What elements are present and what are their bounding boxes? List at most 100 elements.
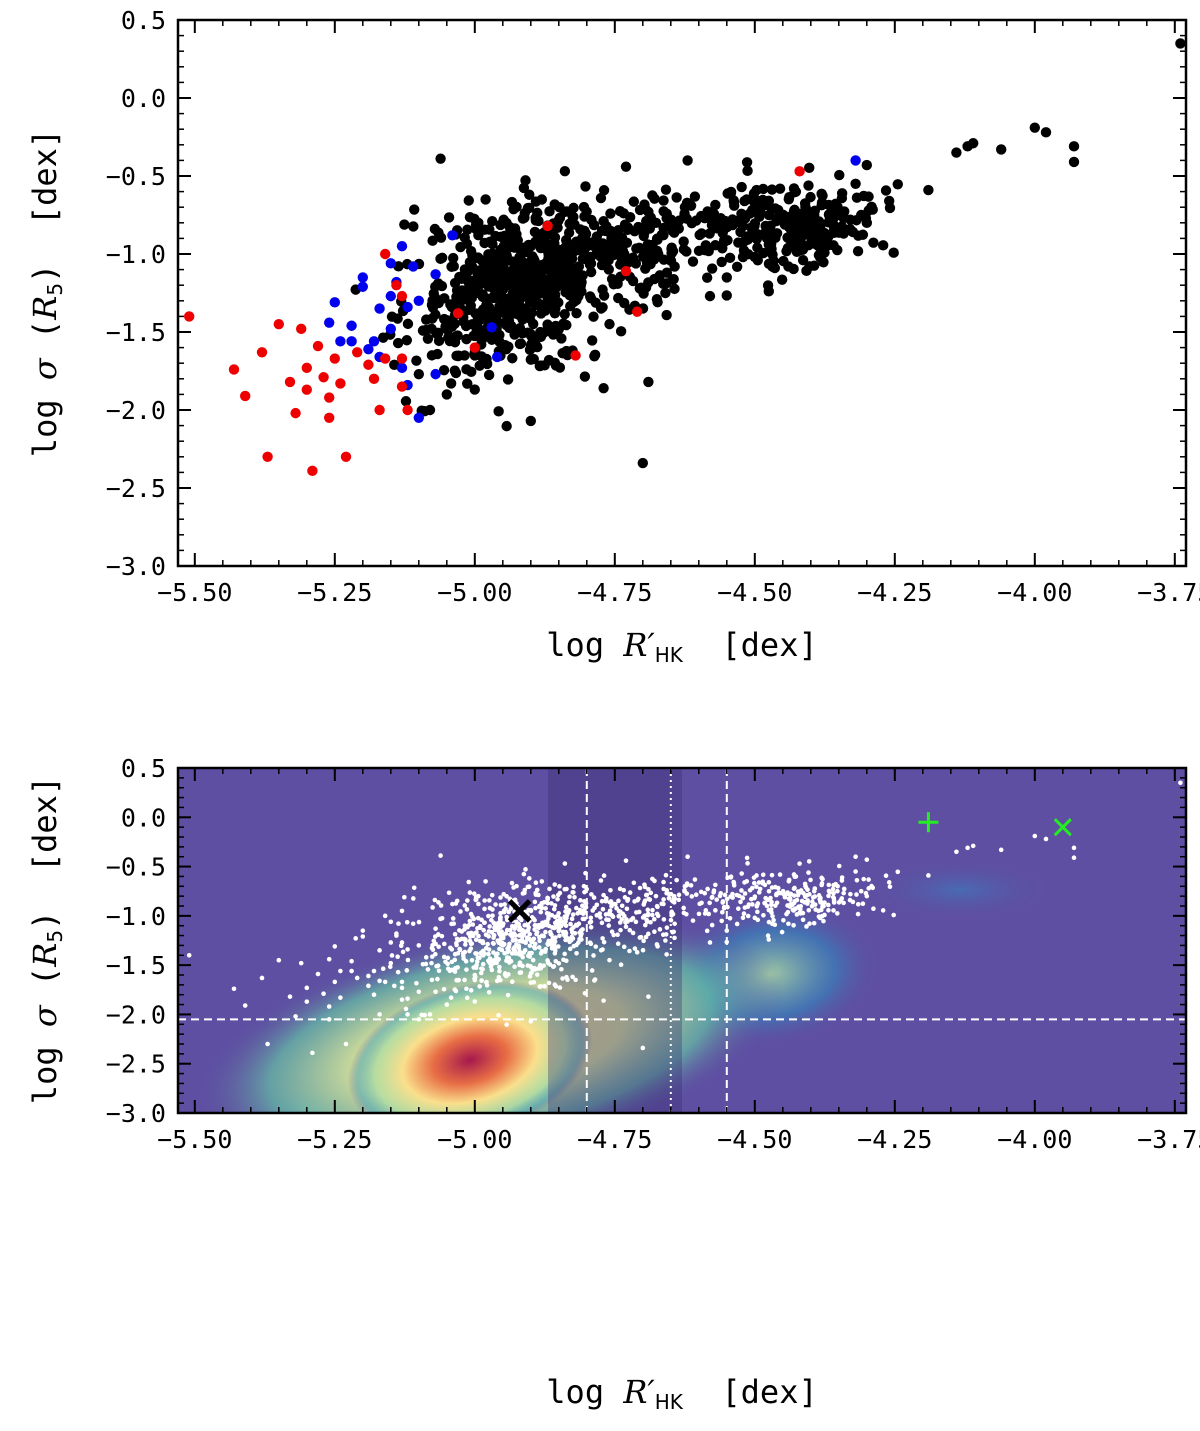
black-point: [739, 195, 750, 207]
density-point: [669, 913, 674, 918]
density-point: [779, 929, 785, 935]
density-point: [653, 893, 659, 899]
black-point: [661, 309, 672, 321]
black-point: [500, 343, 511, 354]
green-x-marker: [1053, 818, 1072, 837]
density-point: [485, 941, 490, 947]
density-point: [353, 936, 358, 941]
black-point: [514, 338, 526, 350]
density-point: [543, 946, 549, 952]
density-point: [507, 960, 512, 965]
density-point: [498, 910, 503, 916]
density-point: [448, 995, 454, 1000]
density-point: [704, 928, 710, 934]
density-point: [798, 906, 803, 912]
x-tick-label: −3.75: [1137, 1125, 1200, 1154]
density-point: [450, 916, 456, 921]
black-point: [743, 230, 755, 242]
density-point: [713, 908, 718, 913]
black-point: [578, 201, 590, 213]
black-point: [794, 244, 805, 255]
density-point: [642, 898, 648, 903]
black-point: [392, 337, 404, 349]
density-point: [555, 944, 561, 949]
black-point: [486, 334, 498, 345]
density-point: [589, 968, 595, 973]
black-point: [641, 215, 652, 227]
density-point: [751, 880, 757, 886]
x-tick-label: −4.50: [717, 578, 792, 607]
density-point: [812, 886, 818, 891]
black-point: [463, 195, 474, 206]
black-point: [638, 288, 649, 299]
black-point: [600, 225, 612, 237]
density-point: [505, 992, 511, 998]
density-point: [526, 876, 532, 881]
density-point: [571, 943, 577, 949]
black-point: [717, 243, 728, 254]
density-point: [452, 987, 458, 992]
black-point: [861, 159, 872, 171]
density-point: [522, 939, 527, 945]
black-point: [401, 335, 413, 346]
density-point: [411, 896, 416, 901]
density-point: [567, 946, 573, 952]
density-point: [826, 882, 832, 888]
black-point: [737, 251, 749, 263]
density-point: [293, 1014, 298, 1019]
black-point: [534, 234, 545, 246]
density-point: [445, 961, 450, 967]
black-point: [654, 270, 666, 281]
black-point: [754, 211, 765, 223]
density-point: [371, 968, 377, 974]
black-point: [766, 226, 777, 238]
density-point: [640, 1045, 646, 1051]
density-point: [617, 909, 623, 914]
black-point: [438, 364, 450, 376]
black-point: [828, 227, 840, 238]
black-point: [880, 185, 892, 196]
y-tick-label: −1.5: [106, 951, 166, 980]
density-point: [466, 931, 471, 936]
bottom-density-panel: −5.50 −5.25 −5.00 −4.75 −4.50 −4.25 −4.00 −3.75…: [26, 754, 1200, 1414]
black-point: [783, 221, 795, 233]
blue-point: [324, 317, 335, 328]
density-point: [766, 879, 772, 885]
density-point: [474, 951, 479, 956]
blue-point: [357, 272, 368, 283]
black-point: [877, 240, 889, 251]
density-point: [998, 847, 1004, 853]
density-point: [627, 890, 633, 895]
density-point: [555, 924, 560, 930]
red-point: [794, 166, 805, 177]
density-point: [530, 957, 536, 963]
black-point: [483, 249, 494, 260]
density-point: [403, 1006, 409, 1012]
black-point: [758, 183, 769, 195]
density-point: [399, 979, 405, 985]
density-point: [616, 913, 622, 919]
density-point: [259, 975, 265, 981]
black-point: [438, 313, 450, 325]
black-point: [501, 420, 512, 432]
density-point: [559, 966, 564, 972]
black-point: [834, 169, 845, 181]
density-point: [579, 937, 584, 942]
black-point: [962, 141, 973, 152]
red-point: [396, 290, 408, 302]
density-point: [446, 890, 452, 896]
red-point: [570, 350, 581, 361]
density-point: [436, 944, 441, 950]
density-point: [502, 902, 507, 907]
black-point: [495, 293, 507, 305]
blue-point: [396, 362, 408, 374]
black-point: [567, 211, 578, 222]
y-tick-label: −0.5: [106, 853, 166, 882]
density-point: [664, 888, 670, 893]
density-point: [598, 915, 603, 920]
density-point: [433, 989, 438, 995]
density-point: [470, 922, 476, 927]
density-point: [826, 893, 831, 899]
density-point: [709, 894, 715, 900]
black-point: [637, 457, 648, 469]
